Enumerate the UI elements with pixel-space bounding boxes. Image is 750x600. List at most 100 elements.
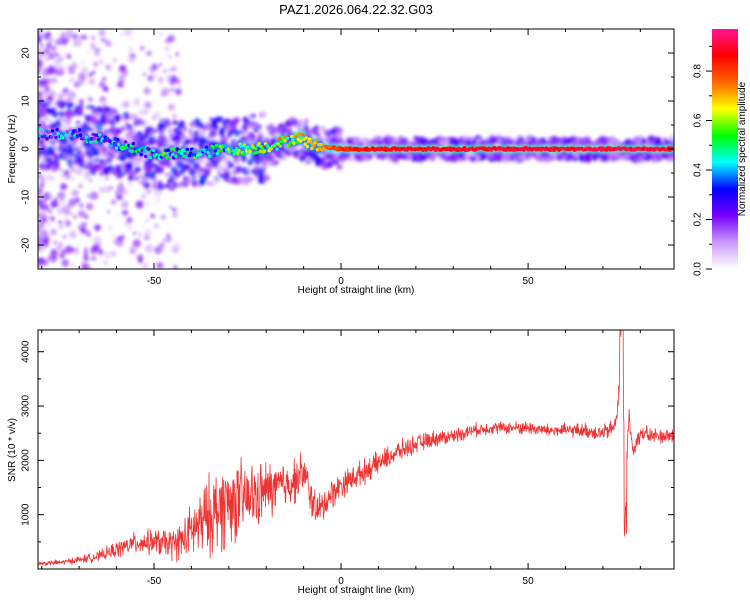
spectrogram-halo bbox=[99, 158, 104, 163]
spectrogram-speckle bbox=[48, 66, 57, 75]
spectrogram-ridge-core bbox=[130, 149, 135, 154]
spectrogram-speckle bbox=[162, 68, 168, 74]
spectrogram-speckle bbox=[59, 225, 63, 229]
spectrogram-halo bbox=[174, 134, 182, 141]
spectrogram-halo bbox=[192, 176, 197, 181]
spectrogram-x-axis-title: Height of straight line (km) bbox=[298, 285, 415, 296]
spectrogram-ridge-core bbox=[319, 142, 323, 147]
spectrogram-speckle bbox=[52, 240, 59, 246]
spectrogram-speckle bbox=[92, 61, 98, 67]
spectrogram-speckle bbox=[54, 73, 58, 77]
spectrogram-speckle bbox=[166, 233, 171, 237]
spectrogram-halo bbox=[399, 138, 404, 143]
spectrogram-speckle bbox=[65, 174, 71, 180]
spectrogram-x-ticks: -50 0 50 bbox=[41, 29, 641, 287]
spectrogram-speckle bbox=[98, 81, 106, 89]
spectrogram-halo bbox=[295, 125, 299, 129]
spectrogram-halo bbox=[140, 119, 147, 126]
spectrogram-halo bbox=[162, 127, 166, 132]
spectrogram-halo bbox=[162, 136, 166, 140]
spectrogram-speckle bbox=[40, 231, 48, 239]
spectrogram-speckle bbox=[145, 244, 154, 253]
spectrogram-speckle bbox=[38, 244, 45, 252]
spectrogram-ridge-core bbox=[60, 136, 65, 140]
snr-panel: -50 0 50 1000 2000 3000 4000 Height of straig… bbox=[7, 329, 675, 596]
spectrogram-speckle bbox=[45, 57, 49, 61]
spectrogram-speckle bbox=[39, 182, 45, 188]
spectrogram-ridge-core bbox=[151, 148, 156, 153]
spectrogram-speckle bbox=[124, 221, 129, 226]
spectrogram-ridge-core bbox=[305, 144, 310, 149]
spectrogram-speckle bbox=[90, 197, 95, 201]
spectrogram-ridge-core bbox=[47, 130, 51, 134]
spectrogram-speckle bbox=[173, 265, 178, 269]
spectrogram-speckle bbox=[119, 102, 125, 108]
spectrogram-speckle bbox=[158, 63, 162, 67]
spectrogram-speckle bbox=[150, 69, 155, 74]
spectrogram-halo bbox=[154, 129, 159, 133]
spectrogram-speckle bbox=[80, 80, 85, 85]
spectrogram-halo bbox=[181, 121, 185, 125]
spectrogram-halo bbox=[299, 155, 306, 162]
spectrogram-speckle bbox=[44, 47, 51, 54]
spectrogram-halo bbox=[95, 122, 103, 131]
spectrogram-speckle bbox=[67, 202, 73, 209]
spectrogram-speckle bbox=[46, 31, 51, 36]
spectrogram-speckle bbox=[58, 220, 62, 225]
spectrogram-speckle bbox=[170, 87, 175, 93]
spectrogram-speckle bbox=[161, 87, 170, 96]
spectrogram-speckle bbox=[104, 186, 111, 194]
spectrogram-ridge-core bbox=[122, 146, 127, 151]
spectrogram-halo bbox=[336, 127, 343, 134]
spectrogram-ridge-core bbox=[53, 131, 57, 136]
spectrogram-speckle bbox=[133, 231, 137, 235]
spectrogram-halo bbox=[121, 125, 127, 131]
spectrogram-halo bbox=[221, 135, 229, 143]
spectrogram-y-tick-label: -20 bbox=[21, 237, 32, 252]
spectrogram-speckle bbox=[126, 216, 133, 224]
spectrogram-halo bbox=[81, 164, 85, 167]
spectrogram-halo bbox=[367, 154, 373, 159]
spectrogram-speckle bbox=[46, 42, 52, 49]
spectrogram-speckle bbox=[144, 229, 152, 237]
spectrogram-ridge-core bbox=[295, 140, 300, 145]
spectrogram-halo bbox=[79, 103, 84, 108]
spectrogram-ridge-core bbox=[223, 143, 228, 148]
spectrogram-halo bbox=[572, 156, 579, 162]
spectrogram-speckle bbox=[87, 50, 90, 53]
spectrogram-speckle bbox=[156, 198, 161, 202]
spectrogram-halo bbox=[250, 177, 254, 181]
spectrogram-speckle bbox=[105, 64, 111, 70]
spectrogram-speckle bbox=[102, 260, 109, 266]
spectrogram-speckle bbox=[68, 79, 73, 83]
spectrogram-ridge-core bbox=[38, 133, 41, 138]
spectrogram-halo bbox=[453, 141, 460, 148]
spectrogram-speckle bbox=[71, 62, 78, 69]
spectrogram-halo bbox=[233, 116, 240, 124]
spectrogram-halo bbox=[113, 109, 118, 114]
spectrogram-halo bbox=[230, 123, 237, 131]
spectrogram-ridge-core bbox=[298, 139, 303, 143]
spectrogram-halo bbox=[126, 161, 134, 170]
spectrogram-y-tick-label: -10 bbox=[21, 189, 32, 204]
spectrogram-speckle bbox=[66, 54, 72, 59]
spectrogram-halo bbox=[406, 154, 413, 161]
spectrogram-halo bbox=[349, 157, 353, 161]
spectrogram-halo bbox=[93, 164, 98, 169]
spectrogram-halo bbox=[132, 158, 141, 167]
spectrogram-ridge-core bbox=[216, 149, 221, 153]
spectrogram-ridge-core bbox=[280, 135, 285, 140]
spectrogram-speckle bbox=[110, 199, 117, 205]
spectrogram-x-tick-label: -50 bbox=[147, 276, 162, 287]
spectrogram-ridge-core bbox=[291, 138, 295, 143]
spectrogram-speckle bbox=[97, 249, 104, 256]
spectrogram-halo bbox=[386, 137, 391, 142]
spectrogram-ridge-core bbox=[132, 152, 137, 156]
spectrogram-speckle bbox=[147, 74, 154, 82]
spectrogram-speckle bbox=[128, 57, 135, 63]
spectrogram-halo bbox=[480, 155, 486, 161]
spectrogram-speckle bbox=[118, 32, 124, 37]
spectrogram-ridge-core bbox=[211, 145, 215, 149]
spectrogram-speckle bbox=[64, 220, 72, 227]
